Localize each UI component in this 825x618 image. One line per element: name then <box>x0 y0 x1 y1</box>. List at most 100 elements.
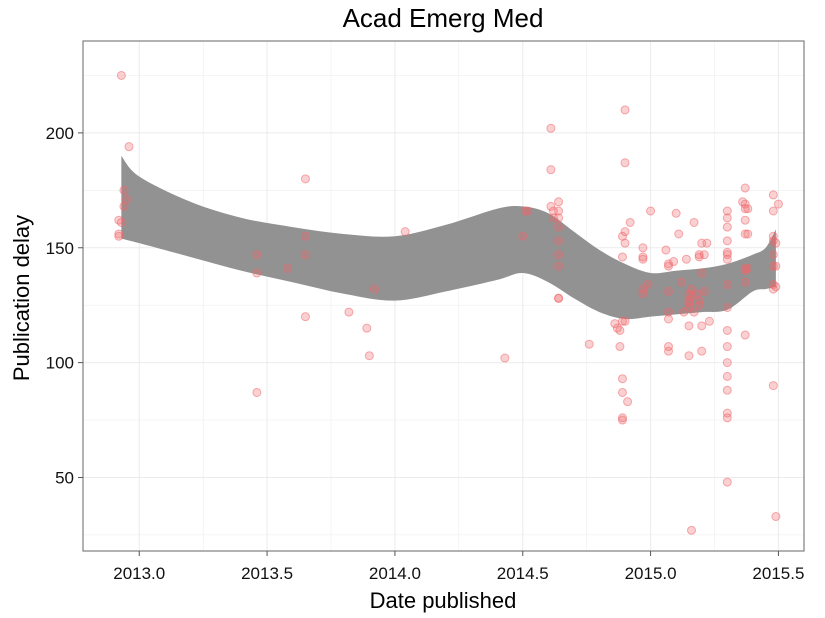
data-point <box>722 213 732 223</box>
data-point <box>740 263 750 273</box>
data-point <box>369 284 379 294</box>
data-point <box>625 217 635 227</box>
data-point <box>694 252 704 262</box>
data-point <box>663 286 673 296</box>
data-point <box>722 413 732 423</box>
x-tick-label: 2015.0 <box>625 564 677 583</box>
data-points <box>114 70 783 535</box>
data-point <box>362 323 372 333</box>
data-point <box>283 263 293 273</box>
data-point <box>661 245 671 255</box>
data-point <box>554 222 564 232</box>
data-point <box>520 206 530 216</box>
data-point <box>743 204 753 214</box>
data-point <box>638 289 648 299</box>
data-point <box>114 229 124 239</box>
x-tick-label: 2013.0 <box>113 564 165 583</box>
data-point <box>740 229 750 239</box>
data-point <box>663 342 673 352</box>
data-point <box>114 231 124 241</box>
x-tick-label: 2014.0 <box>369 564 421 583</box>
data-point <box>584 339 594 349</box>
data-point <box>687 291 697 301</box>
data-point <box>722 222 732 232</box>
chart-title: Acad Emerg Med <box>343 3 544 33</box>
data-point <box>523 206 533 216</box>
data-point <box>364 351 374 361</box>
data-point <box>546 201 556 211</box>
data-point <box>344 307 354 317</box>
data-point <box>620 105 630 115</box>
data-point <box>638 254 648 264</box>
data-point <box>663 346 673 356</box>
x-axis-label: Date published <box>370 588 517 613</box>
data-point <box>743 263 753 273</box>
data-point <box>518 231 528 241</box>
data-point <box>663 314 673 324</box>
data-point <box>620 227 630 237</box>
y-axis-label: Publication delay <box>9 215 34 381</box>
data-point <box>684 321 694 331</box>
y-tick-label: 150 <box>46 239 74 258</box>
data-point <box>554 293 564 303</box>
data-point <box>124 142 134 152</box>
data-point <box>771 512 781 522</box>
data-point <box>546 165 556 175</box>
y-tick-label: 200 <box>46 124 74 143</box>
data-point <box>697 268 707 278</box>
data-point <box>554 213 564 223</box>
data-point <box>676 277 686 287</box>
data-point <box>500 353 510 363</box>
data-point <box>722 477 732 487</box>
data-point <box>617 413 627 423</box>
data-point <box>554 236 564 246</box>
data-point <box>771 238 781 248</box>
data-point <box>740 330 750 340</box>
data-point <box>620 158 630 168</box>
data-point <box>722 206 732 216</box>
data-point <box>699 250 709 260</box>
data-point <box>116 70 126 80</box>
data-point <box>722 408 732 418</box>
data-point <box>740 215 750 225</box>
data-point <box>669 257 679 267</box>
data-point <box>617 374 627 384</box>
data-point <box>722 358 732 368</box>
data-point <box>722 342 732 352</box>
data-point <box>617 316 627 326</box>
data-point <box>740 204 750 214</box>
y-tick-label: 50 <box>55 468 74 487</box>
data-point <box>722 236 732 246</box>
data-point <box>697 321 707 331</box>
data-point <box>615 342 625 352</box>
y-tick-label: 100 <box>46 354 74 373</box>
data-point <box>638 252 648 262</box>
data-point <box>740 277 750 287</box>
data-point <box>674 229 684 239</box>
data-point <box>689 307 699 317</box>
data-point <box>740 183 750 193</box>
data-point <box>663 307 673 317</box>
x-axis-ticks: 2013.0 2013.5 2014.0 2014.5 2015.0 2015.5 <box>113 551 804 583</box>
smooth-band-layer <box>121 155 776 320</box>
data-point <box>743 229 753 239</box>
data-point <box>615 325 625 335</box>
data-point <box>689 217 699 227</box>
x-tick-label: 2014.5 <box>497 564 549 583</box>
data-point <box>702 238 712 248</box>
data-point <box>722 280 732 290</box>
data-point <box>768 261 778 271</box>
data-point <box>116 217 126 227</box>
data-point <box>119 185 129 195</box>
data-point <box>252 268 262 278</box>
data-point <box>620 316 630 326</box>
data-point <box>300 250 310 260</box>
data-point <box>722 254 732 264</box>
data-point <box>681 254 691 264</box>
data-point <box>623 397 633 407</box>
x-tick-label: 2015.5 <box>752 564 804 583</box>
data-point <box>663 259 673 269</box>
data-point <box>617 387 627 397</box>
data-point <box>546 123 556 133</box>
